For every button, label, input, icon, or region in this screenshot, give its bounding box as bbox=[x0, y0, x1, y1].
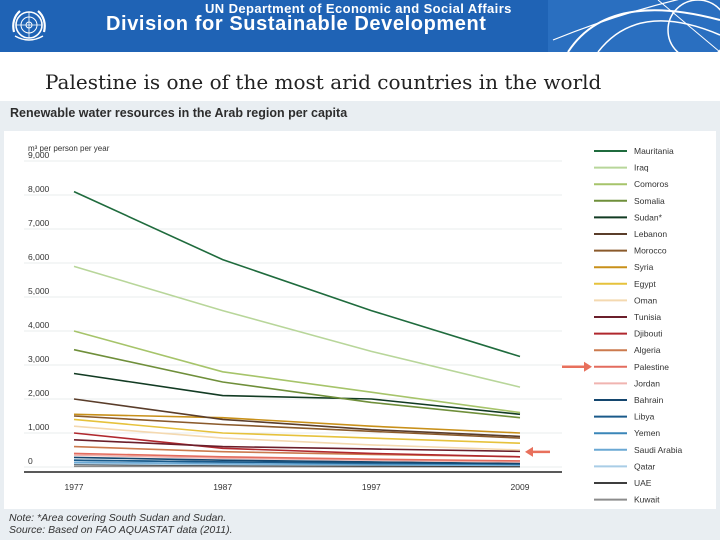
legend-highlight-arrowhead bbox=[584, 361, 592, 372]
series-line bbox=[73, 425, 521, 451]
legend-label: UAE bbox=[634, 478, 652, 488]
division-name: Division for Sustainable Development bbox=[106, 13, 487, 35]
series-line bbox=[73, 456, 521, 465]
y-tick-label: 8,000 bbox=[28, 184, 50, 194]
series-line bbox=[73, 372, 521, 416]
header-banner: UN Department of Economic and Social Aff… bbox=[0, 0, 720, 52]
chart-title: Renewable water resources in the Arab re… bbox=[10, 106, 348, 120]
series-line bbox=[73, 454, 521, 463]
legend-label: Egypt bbox=[634, 279, 656, 289]
x-tick-label: 1997 bbox=[362, 482, 381, 492]
legend-label: Oman bbox=[634, 295, 657, 305]
legend-label: Iraq bbox=[634, 163, 649, 173]
legend-label: Kuwait bbox=[634, 495, 660, 505]
slide-title: Palestine is one of the most arid countr… bbox=[45, 70, 602, 94]
legend-label: Tunisia bbox=[634, 312, 661, 322]
legend-label: Algeria bbox=[634, 345, 661, 355]
series-line bbox=[73, 190, 521, 358]
department-name: UN Department of Economic and Social Aff… bbox=[205, 1, 512, 16]
legend-label: Mauritania bbox=[634, 146, 674, 156]
y-tick-label: 7,000 bbox=[28, 218, 50, 228]
series-line bbox=[73, 461, 521, 466]
y-tick-label: 3,000 bbox=[28, 354, 50, 364]
legend-label: Djibouti bbox=[634, 329, 662, 339]
x-tick-label: 2009 bbox=[511, 482, 530, 492]
legend-label: Sudan* bbox=[634, 212, 663, 222]
y-tick-label: 6,000 bbox=[28, 252, 50, 262]
series-line bbox=[73, 398, 521, 438]
chart-panel: m³ per person per year 0 1,000 2,000 3,000 4,… bbox=[4, 131, 716, 509]
line-highlight-arrowhead bbox=[525, 446, 533, 457]
legend-label: Syria bbox=[634, 262, 654, 272]
legend-label: Yemen bbox=[634, 428, 660, 438]
un-emblem-icon bbox=[12, 10, 46, 41]
legend-label: Lebanon bbox=[634, 229, 667, 239]
series-line bbox=[73, 432, 521, 458]
legend-label: Saudi Arabia bbox=[634, 445, 682, 455]
chart-source: Source: Based on FAO AQUASTAT data (2011… bbox=[9, 524, 233, 536]
legend-label: Libya bbox=[634, 412, 655, 422]
series-line bbox=[73, 452, 521, 462]
y-axis-label: m³ per person per year bbox=[28, 144, 110, 153]
line-chart: m³ per person per year 0 1,000 2,000 3,000 4,… bbox=[24, 144, 682, 505]
y-tick-label: 9,000 bbox=[28, 150, 50, 160]
legend-label: Somalia bbox=[634, 196, 665, 206]
y-tick-label: 5,000 bbox=[28, 286, 50, 296]
legend-label: Palestine bbox=[634, 362, 669, 372]
series-line bbox=[73, 415, 521, 439]
series-line bbox=[73, 348, 521, 419]
x-tick-label: 1977 bbox=[65, 482, 84, 492]
chart-note: Note: *Area covering South Sudan and Sud… bbox=[9, 512, 227, 524]
y-tick-label: 2,000 bbox=[28, 388, 50, 398]
y-tick-label: 4,000 bbox=[28, 320, 50, 330]
legend-label: Bahrain bbox=[634, 395, 664, 405]
series-line bbox=[73, 265, 521, 388]
x-tick-label: 1987 bbox=[213, 482, 232, 492]
legend-label: Comoros bbox=[634, 179, 668, 189]
legend-label: Morocco bbox=[634, 246, 667, 256]
y-tick-label: 0 bbox=[28, 456, 33, 466]
series-line bbox=[73, 439, 521, 453]
legend-label: Jordan bbox=[634, 378, 660, 388]
series-line bbox=[73, 330, 521, 414]
decorative-globe-icon bbox=[548, 0, 720, 52]
series-line bbox=[73, 418, 521, 444]
y-tick-label: 1,000 bbox=[28, 422, 50, 432]
series-line bbox=[73, 413, 521, 434]
legend-label: Qatar bbox=[634, 461, 655, 471]
